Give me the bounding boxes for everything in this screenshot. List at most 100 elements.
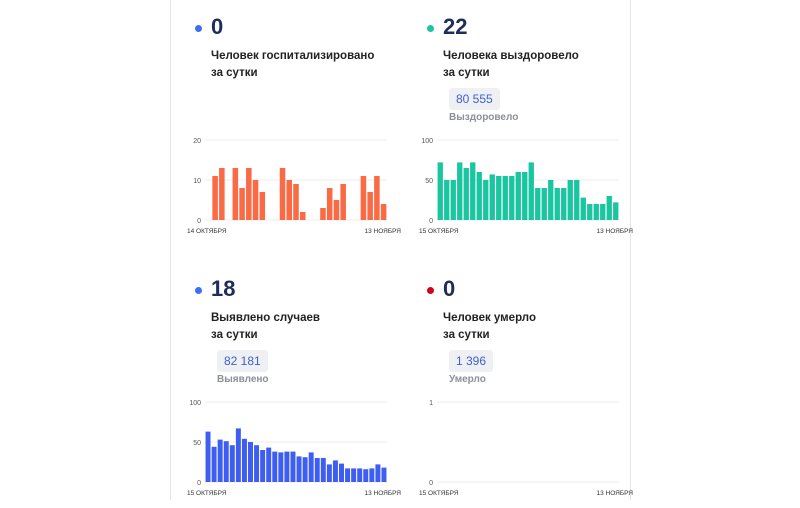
bar — [252, 180, 259, 220]
bar — [299, 212, 306, 220]
bar — [239, 188, 245, 220]
bar — [259, 192, 266, 220]
bar — [437, 162, 443, 220]
bar — [241, 438, 247, 482]
recovered-label: Человека выздоровело за сутки — [443, 48, 643, 82]
hospitalized-count: 0 — [211, 14, 224, 39]
bar — [561, 188, 567, 220]
y-tick-label: 0 — [429, 480, 433, 487]
x-end-label: 13 НОЯБРЯ — [365, 228, 402, 235]
bar — [509, 176, 515, 220]
bar — [246, 168, 252, 220]
bar — [600, 204, 606, 220]
bar — [296, 456, 302, 482]
right-column-divider — [630, 0, 631, 500]
bar — [284, 451, 290, 482]
bar — [375, 464, 381, 482]
deaths-panel: 0 Человек умерло за сутки 1 396 Умерло 0… — [419, 268, 649, 508]
bar — [496, 176, 502, 220]
bar — [340, 184, 346, 220]
bar — [574, 180, 580, 220]
bar — [369, 468, 375, 482]
x-start-label: 15 ОКТЯБРЯ — [419, 228, 459, 235]
bar — [211, 446, 217, 482]
bar — [308, 452, 314, 482]
bar — [515, 172, 521, 220]
bar — [606, 196, 612, 220]
y-tick-label: 0 — [197, 218, 201, 225]
recovered-total: 80 555 — [449, 88, 500, 110]
y-tick-label: 0 — [429, 218, 433, 225]
bar — [290, 451, 296, 482]
bar — [593, 204, 599, 220]
x-end-label: 13 НОЯБРЯ — [365, 490, 402, 497]
bar — [548, 180, 554, 220]
bar — [326, 188, 333, 220]
cases-label: Выявлено случаев за сутки — [211, 310, 411, 344]
bar — [457, 162, 463, 220]
hospitalized-label: Человек госпитализировано за сутки — [211, 48, 411, 82]
recovered-label-line1: Человека выздоровело — [443, 50, 579, 62]
bar — [314, 458, 320, 482]
bar — [272, 451, 278, 482]
hospitalized-label-line2: за сутки — [211, 67, 258, 79]
bar — [580, 197, 586, 220]
bar — [360, 176, 367, 220]
bar — [339, 463, 344, 482]
y-tick-label: 50 — [425, 178, 433, 185]
bar — [613, 202, 619, 220]
bar — [381, 467, 387, 482]
bar — [279, 168, 286, 220]
bar — [254, 445, 260, 482]
bar — [489, 174, 495, 220]
x-start-label: 15 ОКТЯБРЯ — [187, 490, 227, 497]
bar — [302, 457, 308, 482]
y-tick-label: 10 — [193, 178, 201, 185]
y-tick-label: 20 — [193, 138, 201, 145]
bar — [522, 172, 528, 220]
cases-chart: 0 50 100 15 ОКТЯБРЯ 13 НОЯБРЯ — [187, 400, 402, 497]
bar — [587, 204, 593, 220]
deaths-dot — [427, 287, 434, 294]
cases-panel: 18 Выявлено случаев за сутки 82 181 Выяв… — [187, 268, 417, 508]
bar — [229, 445, 235, 482]
bar — [351, 468, 357, 482]
cases-label-line2: за сутки — [211, 329, 258, 341]
bar — [332, 460, 338, 482]
deaths-count: 0 — [443, 276, 456, 301]
deaths-label-line2: за сутки — [443, 329, 490, 341]
bar — [502, 176, 508, 220]
y-tick-label: 1 — [429, 400, 433, 407]
bar — [232, 168, 239, 220]
bar — [219, 168, 225, 220]
cases-dot — [195, 287, 202, 294]
deaths-chart: 0 1 15 ОКТЯБРЯ 13 НОЯБРЯ — [419, 400, 633, 497]
y-tick-label: 50 — [193, 440, 201, 447]
x-start-label: 14 ОКТЯБРЯ — [187, 228, 227, 235]
x-start-label: 15 ОКТЯБРЯ — [419, 490, 459, 497]
bar — [476, 172, 482, 220]
left-column-divider — [170, 0, 171, 500]
hospitalized-dot — [195, 25, 202, 32]
bar — [367, 192, 373, 220]
bar — [380, 204, 387, 220]
deaths-label: Человек умерло за сутки — [443, 310, 643, 344]
bar — [483, 180, 489, 220]
bar — [470, 162, 476, 220]
bar — [554, 188, 560, 220]
hospitalized-panel: 0 Человек госпитализировано за сутки 0 10… — [187, 6, 417, 246]
bar — [541, 188, 547, 220]
recovered-count: 22 — [443, 14, 468, 39]
y-tick-label: 0 — [197, 480, 201, 487]
bar — [212, 176, 218, 220]
cases-count: 18 — [211, 276, 236, 301]
bar — [217, 439, 223, 482]
y-tick-label: 100 — [189, 400, 201, 407]
bar — [535, 188, 541, 220]
bar — [463, 168, 469, 220]
bar — [286, 180, 293, 220]
recovered-label-line2: за сутки — [443, 67, 490, 79]
bar — [345, 468, 351, 482]
recovered-total-label: Выздоровело — [449, 112, 519, 123]
bar — [567, 180, 573, 220]
